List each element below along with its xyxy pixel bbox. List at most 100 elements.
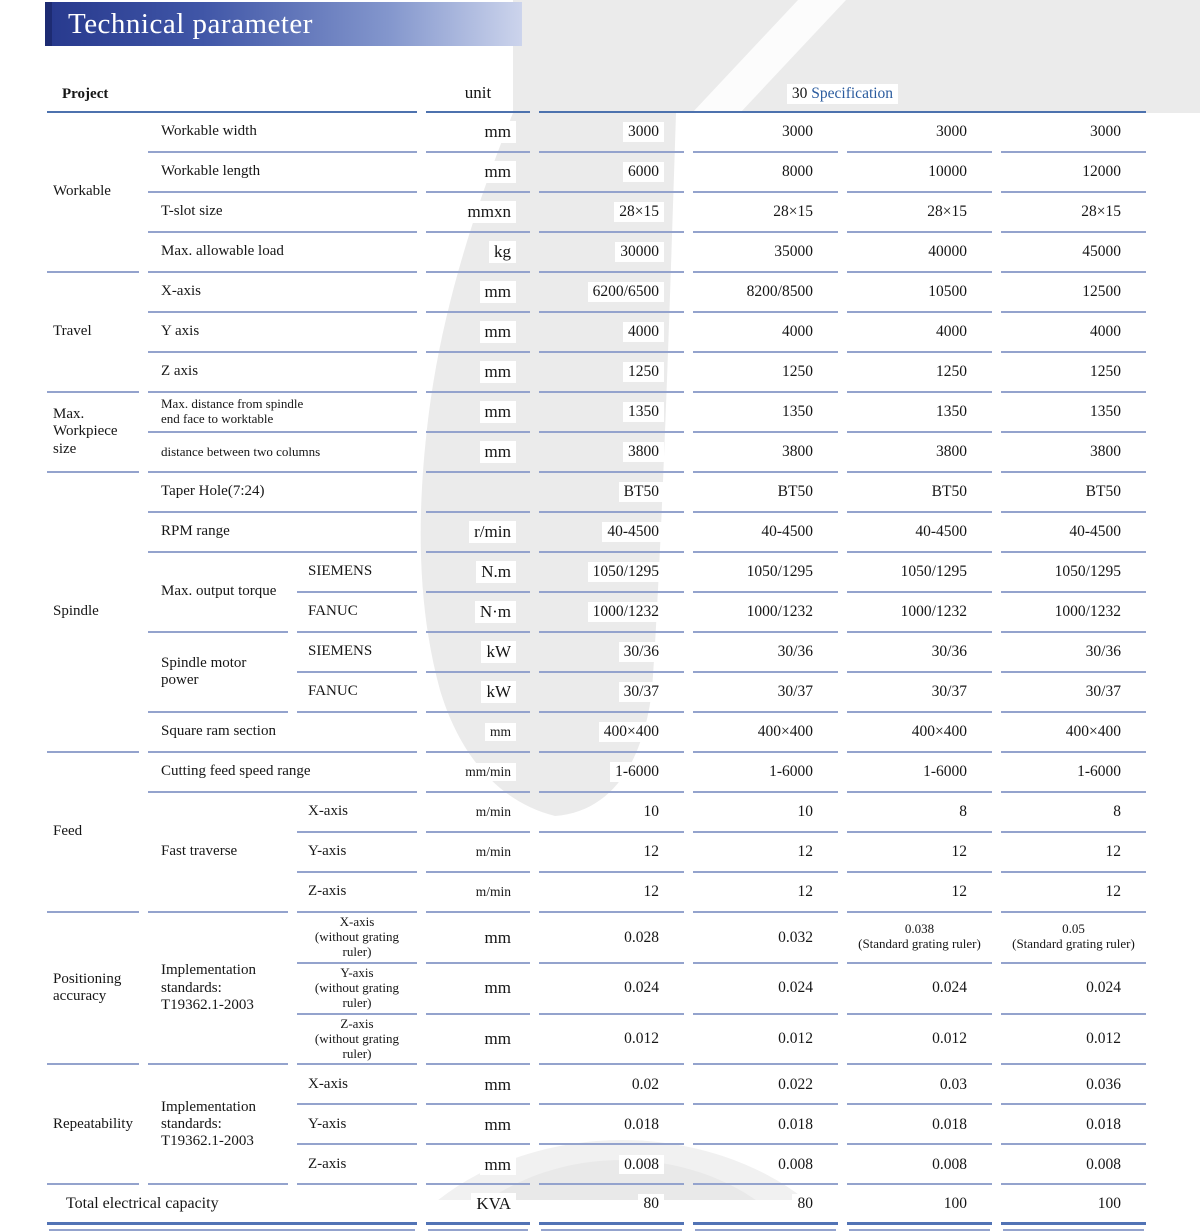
cell-text: 4000 — [622, 322, 664, 342]
cell-text: 0.018 — [1081, 1114, 1126, 1135]
cell-num: 0.032 — [692, 913, 838, 964]
cell-num: BT50 — [538, 473, 684, 513]
cell-num: 0.024 — [1000, 964, 1146, 1015]
cell-num: 30/37 — [692, 673, 838, 713]
cell-num: 1000/1232 — [846, 593, 992, 633]
cell-num: 4000 — [1000, 313, 1146, 353]
cell-text: 3800 — [776, 442, 818, 462]
cell-text: BT50 — [618, 482, 664, 502]
cell-text: 3800 — [930, 442, 972, 462]
cell-text: 0.024 — [1081, 978, 1126, 999]
cell-num: BT50 — [846, 473, 992, 513]
cell-text: mm — [479, 926, 516, 949]
cell-text: 0.05 (Standard grating ruler) — [1007, 921, 1140, 954]
cell-text: 8200/8500 — [741, 282, 818, 302]
cell-text: mm — [479, 1028, 516, 1050]
cell-text: m/min — [470, 883, 516, 901]
spec-header-prefix: 30 — [791, 85, 808, 103]
cell-text: X-axis (without grating ruler) — [297, 914, 416, 961]
cell-num: 1350 — [846, 393, 992, 433]
cell-num: 0.018 — [692, 1105, 838, 1146]
cell-num: 0.012 — [692, 1015, 838, 1066]
header-row: Project unit 30 Specification — [47, 63, 1146, 113]
cell-num: 1000/1232 — [538, 593, 684, 633]
cell-text: distance between two columns — [155, 443, 326, 461]
cell-text: 30000 — [615, 242, 664, 262]
cell-text: 0.012 — [1081, 1029, 1126, 1049]
cell-text: BT50 — [772, 482, 818, 502]
cell-num: 40000 — [846, 233, 992, 273]
cell-num: 0.008 — [538, 1145, 684, 1186]
cell-text: 1-6000 — [764, 762, 818, 782]
table-row: Y-axis mm 0.018 0.018 0.018 0.018 — [47, 1105, 1146, 1146]
cell-text: r/min — [469, 521, 516, 543]
table-row: RPM range r/min 40-4500 40-4500 40-4500 40-45… — [47, 513, 1146, 553]
cell-text: 400×400 — [1060, 722, 1126, 742]
table-row: Max. Workpiece size Max. distance from sp… — [47, 393, 1146, 473]
cell-num: 8 — [1000, 793, 1146, 833]
cell-label: Max. allowable load — [147, 233, 417, 273]
cell-text: 100 — [938, 1194, 972, 1214]
cell-text: 0.024 — [773, 978, 818, 999]
cell-unit: mm — [425, 913, 530, 964]
cell-num: 28×15 — [692, 193, 838, 233]
cell-num: 12 — [846, 833, 992, 873]
cell-num: 30/37 — [1000, 673, 1146, 713]
title-banner: Technical parameter — [45, 2, 522, 46]
cell-num: 3000 — [846, 113, 992, 153]
cell-text: 40-4500 — [756, 522, 818, 542]
table-row: Feed Cutting feed speed range mm/min 1-6000… — [47, 753, 1146, 913]
cell-text: 6000 — [622, 162, 664, 182]
cell-text: 0.024 — [927, 978, 972, 999]
cell-label: Cutting feed speed range — [147, 753, 417, 793]
table-row: Z-axis (without grating ruler) mm 0.012 0.0… — [47, 1015, 1146, 1066]
cell-text: 40000 — [923, 242, 972, 262]
cell-label: Y axis — [147, 313, 417, 353]
cell-text: mm/min — [460, 763, 516, 781]
cell-text: 1350 — [930, 402, 972, 422]
cell-num: 12 — [692, 833, 838, 873]
cell-num-c: 0.038 (Standard grating ruler) — [846, 913, 992, 964]
cell-text: 0.028 — [619, 927, 664, 948]
cell-unit: mm — [425, 1015, 530, 1066]
cell-num: 30/36 — [692, 633, 838, 673]
cell-label: Spindle motor power — [147, 633, 288, 713]
cell-text: 0.032 — [773, 927, 818, 948]
cell-unit-s: m/min — [425, 873, 530, 913]
cell-text: 40-4500 — [910, 522, 972, 542]
cell-text: 0.012 — [927, 1029, 972, 1049]
cell-num: 12 — [1000, 873, 1146, 913]
cell-num: 8 — [846, 793, 992, 833]
cell-label: Implementation standards: T19362.1-2003 — [147, 1065, 288, 1186]
cell-text: Z-axis (without grating ruler) — [297, 1015, 416, 1063]
cell-text: 1350 — [622, 402, 664, 422]
cell-text: mm — [479, 441, 516, 463]
cell-text: RPM range — [155, 522, 235, 542]
cell-axis: FANUC — [296, 593, 417, 633]
cell-num: 0.008 — [846, 1145, 992, 1186]
cell-text: Implementation standards: T19362.1-2003 — [155, 1097, 261, 1152]
cell-group: Workable — [47, 113, 139, 273]
cell-text: 12 — [946, 842, 972, 862]
cell-num: 8200/8500 — [692, 273, 838, 313]
table-row: Square ram section mm 400×400 400×400 400×40… — [47, 713, 1146, 753]
cell-num: 3000 — [1000, 113, 1146, 153]
cell-num: 1350 — [538, 393, 684, 433]
cell-unit: N·m — [425, 593, 530, 633]
cell-text: 35000 — [769, 242, 818, 262]
cell-text: Workable length — [155, 162, 266, 182]
cell-text: Square ram section — [155, 722, 281, 742]
cell-num: 1050/1295 — [846, 553, 992, 593]
cell-num: 1-6000 — [846, 753, 992, 793]
cell-num: 0.022 — [692, 1065, 838, 1106]
cell-num: 80 — [692, 1185, 838, 1231]
cell-text: 12 — [946, 882, 972, 902]
cell-num: 40-4500 — [1000, 513, 1146, 553]
cell-text: 12000 — [1077, 162, 1126, 182]
table-row: Max. output torque SIEMENS N.m 1050/1295 105… — [47, 553, 1146, 633]
cell-num: 10000 — [846, 153, 992, 193]
cell-num: 12 — [1000, 833, 1146, 873]
cell-unit: mm — [425, 273, 530, 313]
table-row: Z-axis mm 0.008 0.008 0.008 0.008 — [47, 1145, 1146, 1186]
table-row: T-slot size mmxn 28×15 28×15 28×15 28×15 — [47, 193, 1146, 233]
